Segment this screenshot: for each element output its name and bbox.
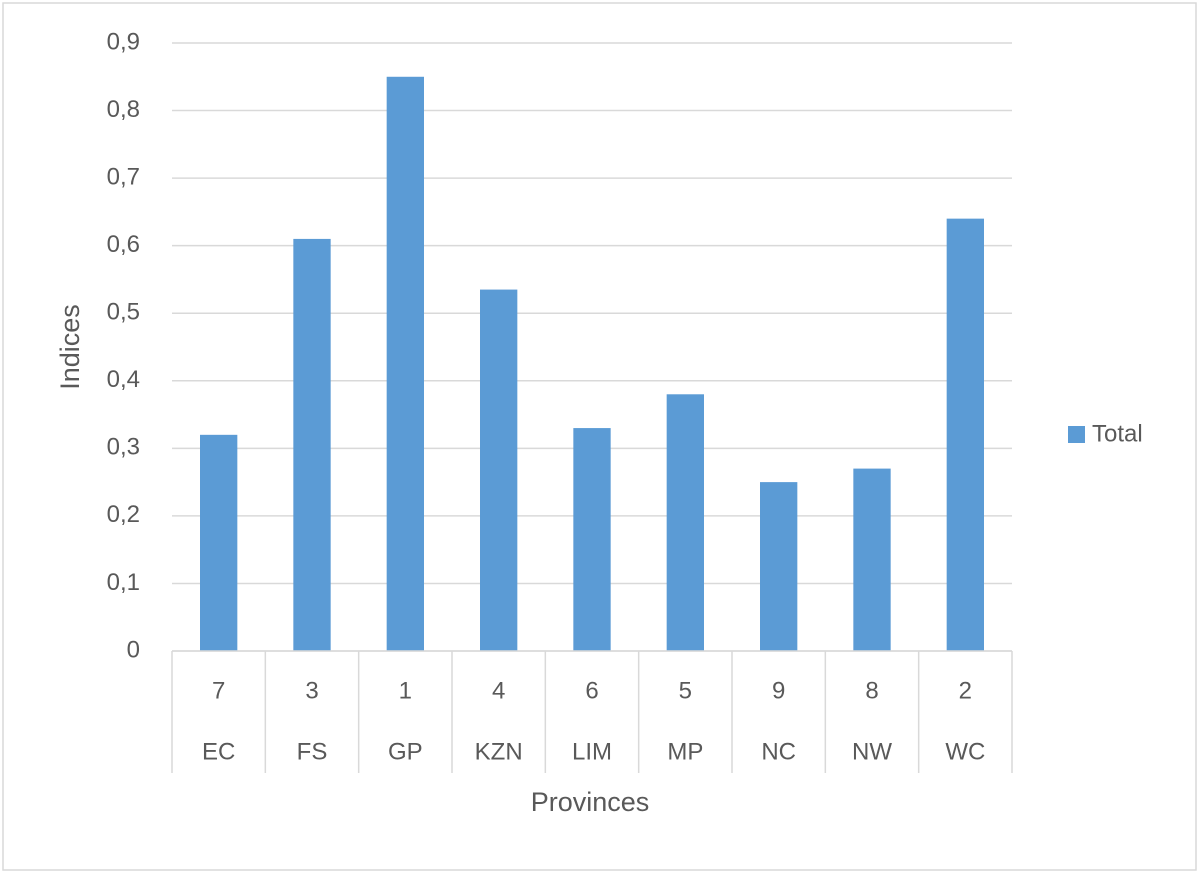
legend-label: Total — [1092, 420, 1143, 447]
y-tick-label: 0,1 — [107, 569, 140, 596]
y-tick-label: 0,5 — [107, 299, 140, 326]
bar — [760, 482, 798, 651]
x-tick-rank: 1 — [399, 677, 412, 704]
x-tick-rank: 6 — [585, 677, 598, 704]
y-tick-label: 0,6 — [107, 231, 140, 258]
y-tick-label: 0,2 — [107, 501, 140, 528]
bar — [200, 434, 238, 651]
x-tick-label: EC — [202, 738, 235, 765]
x-tick-label: GP — [388, 738, 423, 765]
bar — [480, 289, 518, 651]
x-tick-rank: 8 — [865, 677, 878, 704]
x-tick-rank: 9 — [772, 677, 785, 704]
x-tick-rank: 5 — [679, 677, 692, 704]
bar — [293, 238, 331, 651]
x-tick-label: LIM — [572, 738, 612, 765]
y-axis-label: Indices — [55, 304, 85, 390]
bar — [386, 76, 424, 652]
bar — [666, 394, 704, 651]
x-tick-label: NC — [761, 738, 796, 765]
y-tick-label: 0,3 — [107, 434, 140, 461]
y-tick-label: 0,8 — [107, 96, 140, 123]
y-tick-label: 0,7 — [107, 163, 140, 190]
y-tick-label: 0,4 — [107, 366, 140, 393]
x-axis-label: Provinces — [531, 787, 650, 817]
x-tick-label: FS — [297, 738, 328, 765]
bar — [946, 218, 984, 651]
x-tick-label: WC — [945, 738, 985, 765]
x-tick-rank: 2 — [959, 677, 972, 704]
x-tick-label: KZN — [475, 738, 523, 765]
y-tick-label: 0 — [127, 636, 140, 663]
legend-swatch — [1068, 426, 1085, 443]
y-tick-label: 0,9 — [107, 28, 140, 55]
x-tick-rank: 3 — [305, 677, 318, 704]
x-tick-label: NW — [852, 738, 892, 765]
x-tick-rank: 4 — [492, 677, 505, 704]
bar — [573, 428, 611, 651]
bar — [853, 468, 891, 651]
x-tick-label: MP — [667, 738, 703, 765]
x-tick-rank: 7 — [212, 677, 225, 704]
